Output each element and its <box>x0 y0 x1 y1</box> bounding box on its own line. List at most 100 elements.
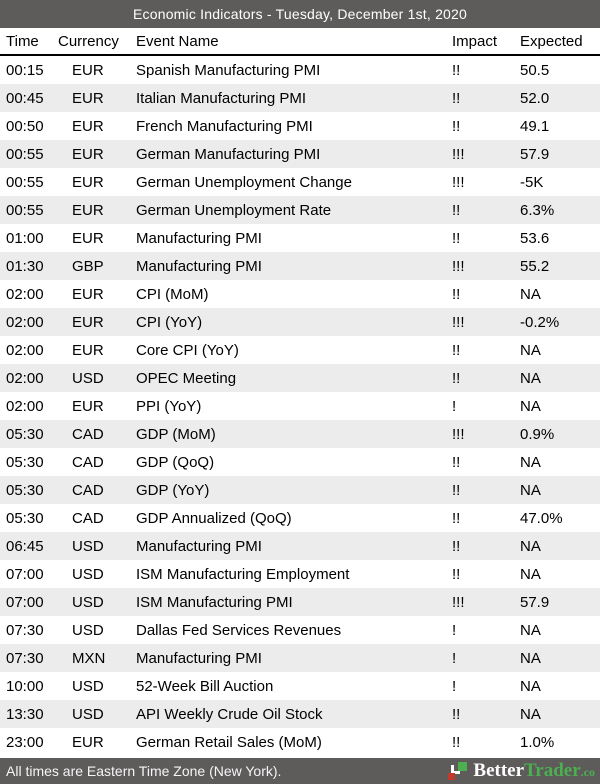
cell-event-name: 52-Week Bill Auction <box>136 677 274 695</box>
cell-currency: GBP <box>72 257 104 275</box>
cell-impact: !! <box>452 565 461 583</box>
cell-impact: !!! <box>452 593 465 611</box>
table-row: 07:30 USD Dallas Fed Services Revenues !… <box>0 616 600 644</box>
cell-event-name: GDP (YoY) <box>136 481 210 499</box>
table-row: 02:00 EUR PPI (YoY) ! NA <box>0 392 600 420</box>
col-header-expected: Expected <box>520 32 583 50</box>
cell-impact: !! <box>452 453 461 471</box>
cell-time: 07:30 <box>6 621 44 639</box>
table-row: 05:30 CAD GDP (QoQ) !! NA <box>0 448 600 476</box>
cell-expected: NA <box>520 621 541 639</box>
col-header-time: Time <box>6 32 39 50</box>
table-row: 00:55 EUR German Unemployment Change !!!… <box>0 168 600 196</box>
cell-event-name: German Unemployment Rate <box>136 201 332 219</box>
cell-currency: EUR <box>72 173 104 191</box>
cell-time: 10:00 <box>6 677 44 695</box>
cell-currency: EUR <box>72 229 104 247</box>
cell-event-name: GDP (QoQ) <box>136 453 215 471</box>
cell-time: 02:00 <box>6 285 44 303</box>
table-row: 00:45 EUR Italian Manufacturing PMI !! 5… <box>0 84 600 112</box>
logo-red-square <box>448 773 456 780</box>
table-row: 00:50 EUR French Manufacturing PMI !! 49… <box>0 112 600 140</box>
cell-currency: EUR <box>72 285 104 303</box>
cell-impact: !!! <box>452 173 465 191</box>
table-row: 02:00 USD OPEC Meeting !! NA <box>0 364 600 392</box>
table-row: 10:00 USD 52-Week Bill Auction ! NA <box>0 672 600 700</box>
cell-event-name: CPI (MoM) <box>136 285 209 303</box>
cell-time: 23:00 <box>6 733 44 751</box>
cell-event-name: Italian Manufacturing PMI <box>136 89 307 107</box>
cell-event-name: Spanish Manufacturing PMI <box>136 61 321 79</box>
cell-time: 02:00 <box>6 397 44 415</box>
cell-expected: 50.5 <box>520 61 550 79</box>
cell-impact: !! <box>452 509 461 527</box>
col-header-event: Event Name <box>136 32 219 50</box>
cell-currency: EUR <box>72 89 104 107</box>
cell-event-name: Manufacturing PMI <box>136 537 262 555</box>
footer-bar: All times are Eastern Time Zone (New Yor… <box>0 758 600 784</box>
cell-event-name: OPEC Meeting <box>136 369 237 387</box>
cell-expected: 1.0% <box>520 733 555 751</box>
table-header-row: Time Currency Event Name Impact Expected <box>0 28 600 56</box>
table-row: 07:00 USD ISM Manufacturing Employment !… <box>0 560 600 588</box>
cell-impact: !!! <box>452 313 465 331</box>
cell-time: 02:00 <box>6 369 44 387</box>
table-row: 07:00 USD ISM Manufacturing PMI !!! 57.9 <box>0 588 600 616</box>
table-row: 00:15 EUR Spanish Manufacturing PMI !! 5… <box>0 56 600 84</box>
cell-time: 06:45 <box>6 537 44 555</box>
cell-expected: NA <box>520 677 541 695</box>
cell-currency: EUR <box>72 145 104 163</box>
cell-expected: NA <box>520 285 541 303</box>
cell-currency: EUR <box>72 733 104 751</box>
cell-currency: EUR <box>72 201 104 219</box>
cell-impact: !! <box>452 201 461 219</box>
bettertrader-logo[interactable]: Better Trader .co <box>448 760 595 782</box>
cell-impact: ! <box>452 677 457 695</box>
cell-event-name: CPI (YoY) <box>136 313 203 331</box>
cell-expected: NA <box>520 705 541 723</box>
cell-currency: USD <box>72 621 104 639</box>
cell-event-name: Manufacturing PMI <box>136 257 262 275</box>
cell-expected: 0.9% <box>520 425 555 443</box>
table-row: 07:30 MXN Manufacturing PMI ! NA <box>0 644 600 672</box>
cell-impact: !! <box>452 341 461 359</box>
cell-time: 02:00 <box>6 313 44 331</box>
cell-time: 01:30 <box>6 257 44 275</box>
cell-expected: NA <box>520 565 541 583</box>
title-bar: Economic Indicators - Tuesday, December … <box>0 0 600 28</box>
cell-expected: 57.9 <box>520 145 550 163</box>
logo-green-square <box>458 762 468 771</box>
cell-time: 01:00 <box>6 229 44 247</box>
cell-time: 00:55 <box>6 145 44 163</box>
cell-event-name: Core CPI (YoY) <box>136 341 239 359</box>
cell-time: 07:30 <box>6 649 44 667</box>
cell-impact: !! <box>452 481 461 499</box>
cell-event-name: API Weekly Crude Oil Stock <box>136 705 323 723</box>
table-row: 05:30 CAD GDP (YoY) !! NA <box>0 476 600 504</box>
cell-currency: USD <box>72 537 104 555</box>
cell-currency: USD <box>72 677 104 695</box>
cell-currency: EUR <box>72 313 104 331</box>
table-row: 05:30 CAD GDP (MoM) !!! 0.9% <box>0 420 600 448</box>
cell-event-name: ISM Manufacturing Employment <box>136 565 350 583</box>
table-row: 00:55 EUR German Unemployment Rate !! 6.… <box>0 196 600 224</box>
cell-time: 00:50 <box>6 117 44 135</box>
cell-impact: !! <box>452 537 461 555</box>
cell-expected: NA <box>520 341 541 359</box>
cell-event-name: German Manufacturing PMI <box>136 145 321 163</box>
cell-expected: NA <box>520 397 541 415</box>
col-header-impact: Impact <box>452 32 498 50</box>
cell-currency: MXN <box>72 649 106 667</box>
cell-expected: 55.2 <box>520 257 550 275</box>
cell-time: 13:30 <box>6 705 44 723</box>
table-row: 02:00 EUR CPI (MoM) !! NA <box>0 280 600 308</box>
table-row: 00:55 EUR German Manufacturing PMI !!! 5… <box>0 140 600 168</box>
cell-currency: USD <box>72 705 104 723</box>
logo-text-co: .co <box>580 765 595 779</box>
cell-expected: 52.0 <box>520 89 550 107</box>
cell-expected: NA <box>520 369 541 387</box>
cell-event-name: ISM Manufacturing PMI <box>136 593 293 611</box>
cell-time: 00:55 <box>6 201 44 219</box>
cell-impact: !! <box>452 733 461 751</box>
cell-event-name: GDP Annualized (QoQ) <box>136 509 292 527</box>
